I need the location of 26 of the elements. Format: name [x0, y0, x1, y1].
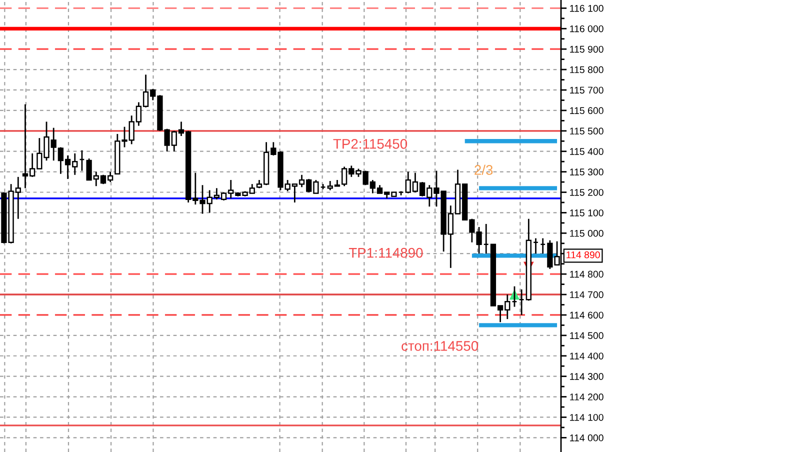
y-tick-label: 114 400: [570, 352, 604, 360]
y-tick-label: 115 500: [570, 128, 604, 135]
annotation: 2/3: [474, 164, 493, 175]
y-tick-label: 115 400: [570, 148, 604, 155]
y-tick-label: 114 700: [570, 291, 604, 298]
y-tick-label: 115 600: [570, 107, 604, 114]
y-tick-label: 116 000: [570, 25, 604, 32]
y-tick-label: 115 800: [570, 66, 604, 74]
y-tick-label: 115 200: [570, 188, 604, 196]
y-tick-label: 114 600: [570, 312, 604, 319]
y-tick-label: 115 100: [570, 209, 604, 216]
y-tick-label: 115 000: [570, 230, 604, 237]
annotation: TP1:114890: [348, 248, 423, 258]
annotation: 114 890: [566, 251, 600, 258]
y-tick-label: 114 200: [570, 394, 604, 400]
y-tick-label: 115 700: [570, 86, 604, 94]
annotation: стоп:114550: [402, 341, 478, 351]
annotation: TP2:115450: [333, 138, 408, 149]
y-tick-label: 114 100: [570, 414, 604, 421]
y-tick-label: 114 800: [570, 270, 604, 278]
y-tick-label: 114 300: [570, 373, 604, 380]
y-tick-label: 116 100: [570, 4, 604, 12]
y-tick-label: 114 500: [570, 332, 604, 340]
y-tick-label: 115 900: [570, 46, 604, 53]
y-tick-label: 114 000: [570, 434, 604, 442]
y-tick-label: 115 300: [570, 168, 604, 176]
